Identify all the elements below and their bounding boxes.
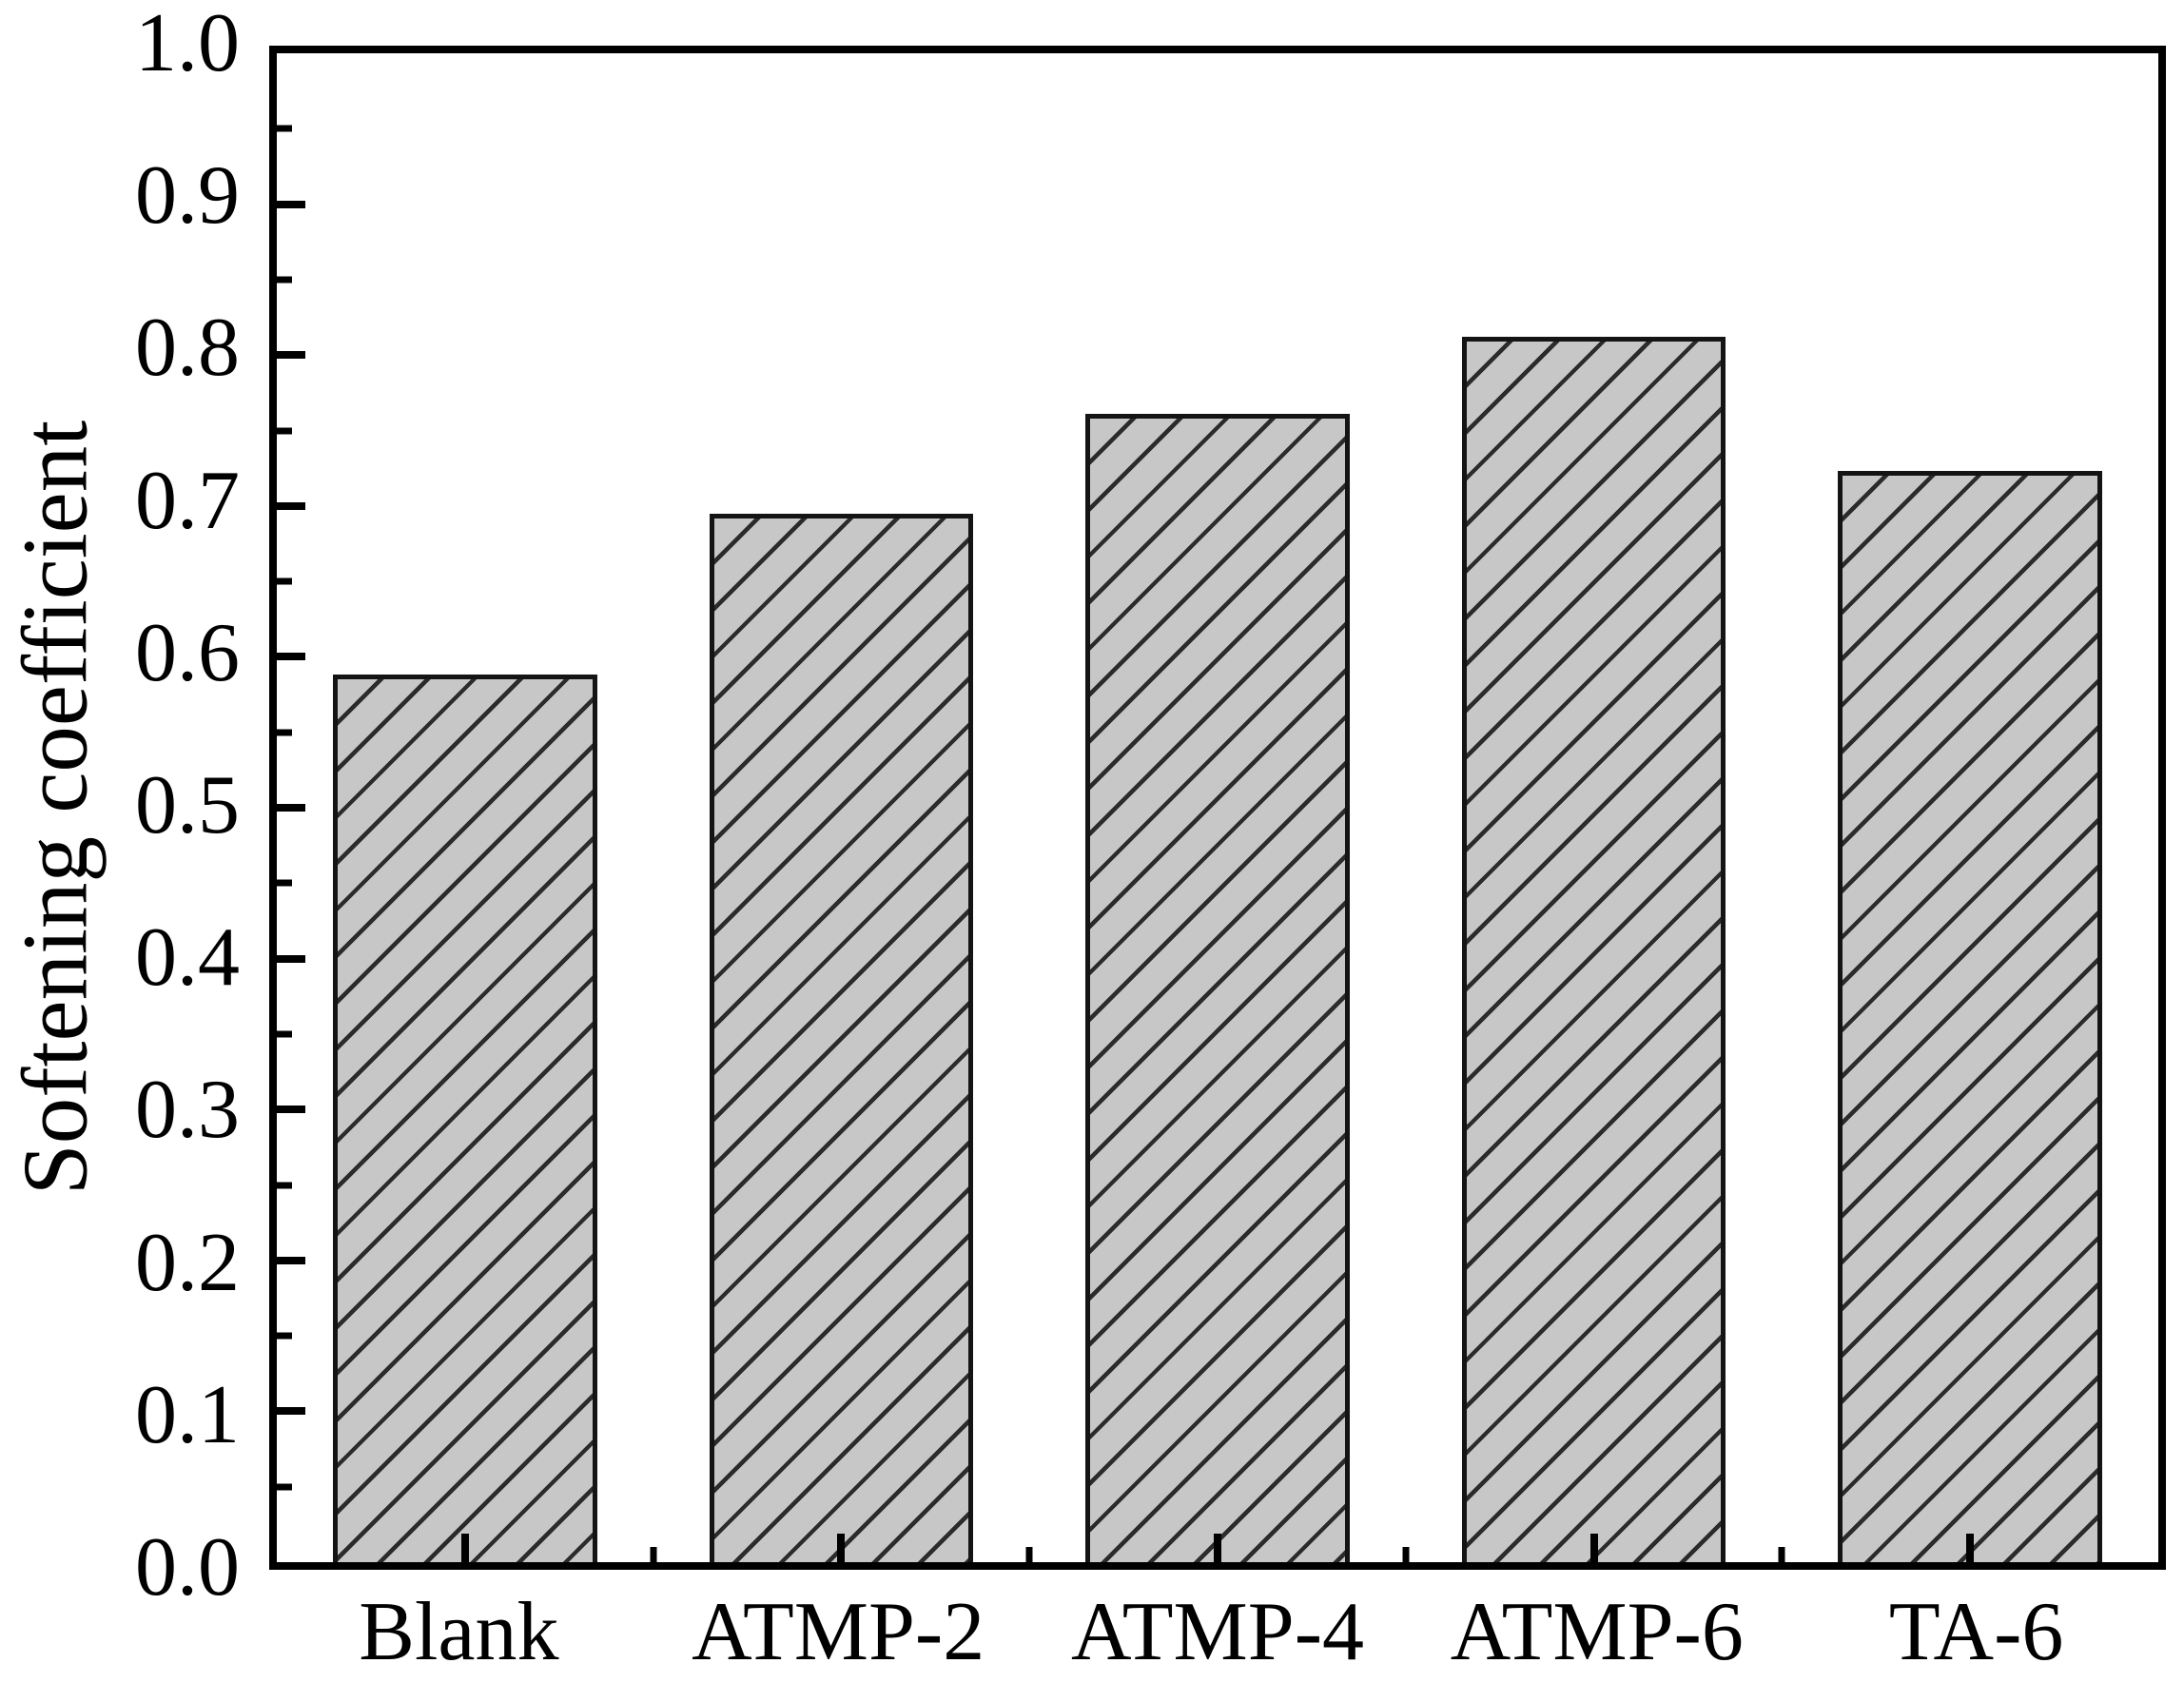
- y-major-tick-0.7: [277, 501, 305, 510]
- x-tick-label-atmp-4: ATMP-4: [1070, 1586, 1365, 1678]
- bar-atmp-6: [1461, 337, 1726, 1562]
- y-major-tick-0.3: [277, 1106, 305, 1114]
- x-major-tick-blank: [460, 1534, 469, 1562]
- x-minor-tick-4: [1778, 1547, 1785, 1562]
- y-major-tick-0.9: [277, 200, 305, 208]
- y-minor-tick-0.25: [277, 1182, 292, 1188]
- y-minor-tick-0.75: [277, 427, 292, 434]
- bar-atmp-4: [1085, 414, 1350, 1562]
- y-tick-label-1.0: 1.0: [135, 0, 240, 90]
- x-major-tick-atmp-6: [1589, 1534, 1598, 1562]
- y-minor-tick-0.45: [277, 879, 292, 887]
- bar-atmp-2: [709, 513, 974, 1562]
- x-major-tick-ta-6: [1966, 1534, 1975, 1562]
- x-major-tick-atmp-4: [1214, 1534, 1221, 1562]
- y-minor-tick-0.15: [277, 1332, 292, 1340]
- y-tick-label-0.9: 0.9: [135, 149, 240, 243]
- y-major-tick-0.8: [277, 351, 305, 360]
- y-tick-label-0.4: 0.4: [135, 911, 240, 1005]
- y-tick-label-0.2: 0.2: [135, 1216, 240, 1309]
- y-tick-label-0.6: 0.6: [135, 607, 240, 700]
- y-major-tick-0.4: [277, 954, 305, 963]
- y-minor-tick-0.35: [277, 1030, 292, 1038]
- x-tick-label-atmp-2: ATMP-2: [692, 1586, 985, 1678]
- y-major-tick-0.1: [277, 1407, 305, 1416]
- y-minor-tick-0.95: [277, 125, 292, 132]
- y-tick-label-0.7: 0.7: [135, 454, 240, 547]
- x-minor-tick-3: [1402, 1547, 1410, 1562]
- x-tick-label-ta-6: TA-6: [1888, 1586, 2064, 1678]
- y-tick-label-0.3: 0.3: [135, 1064, 240, 1157]
- y-major-tick-0.6: [277, 653, 305, 661]
- x-minor-tick-1: [650, 1547, 657, 1562]
- y-minor-tick-0.05: [277, 1483, 292, 1491]
- y-minor-tick-0.65: [277, 577, 292, 585]
- bar-ta-6: [1838, 471, 2103, 1562]
- y-tick-label-0.5: 0.5: [135, 759, 240, 852]
- bar-blank: [332, 675, 597, 1562]
- plot-area: [269, 46, 2166, 1570]
- y-major-tick-0.5: [277, 804, 305, 812]
- x-minor-tick-2: [1025, 1547, 1033, 1562]
- y-tick-label-0.8: 0.8: [135, 302, 240, 395]
- x-major-tick-atmp-2: [837, 1534, 846, 1562]
- x-tick-label-atmp-6: ATMP-6: [1450, 1586, 1744, 1678]
- y-minor-tick-0.55: [277, 729, 292, 736]
- x-tick-label-blank: Blank: [359, 1586, 559, 1678]
- y-minor-tick-0.85: [277, 276, 292, 284]
- y-tick-label-0.1: 0.1: [135, 1369, 240, 1462]
- y-major-tick-0.2: [277, 1256, 305, 1264]
- y-tick-label-0.0: 0.0: [135, 1521, 240, 1615]
